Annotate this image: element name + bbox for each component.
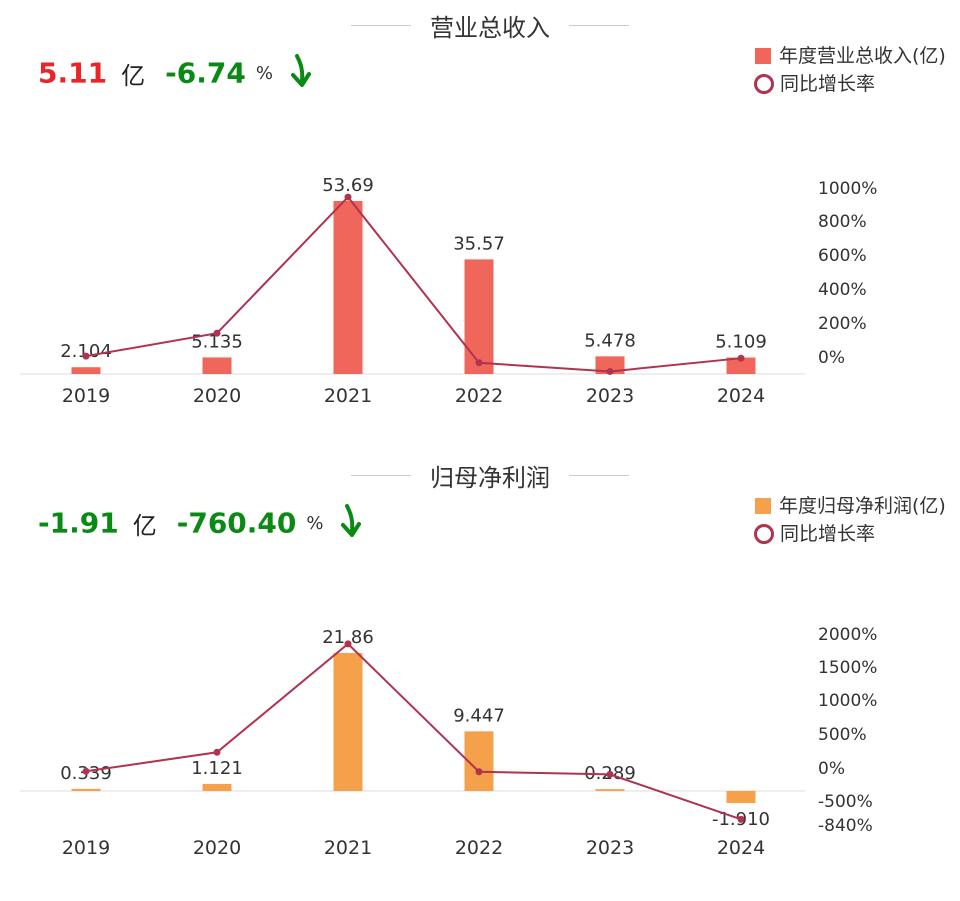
- bar[interactable]: [333, 653, 363, 791]
- x-tick-label: 2020: [193, 837, 241, 859]
- revenue-title-wrap: 营业总收入: [0, 8, 960, 43]
- y2-tick-label: 400%: [818, 280, 867, 300]
- growth-rate-point[interactable]: [737, 815, 745, 823]
- bar-value-label: 5.135: [191, 331, 243, 352]
- bar-value-label: 5.109: [715, 332, 767, 353]
- revenue-summary-unit: 亿: [121, 61, 146, 90]
- profit-summary-value: -1.91: [38, 506, 119, 540]
- revenue-chart: 1000% 800% 600% 400% 200% 0% 2.104 2019 5.135 202…: [20, 175, 877, 407]
- x-tick-label: 2020: [193, 385, 241, 407]
- growth-rate-line: [85, 195, 742, 373]
- revenue-panel: 营业总收入 5.11 亿 -6.74% 年度营业总收入(亿) 同比增长率 1000%…: [0, 0, 960, 440]
- bar[interactable]: [726, 791, 756, 804]
- revenue-summary-value: 5.11: [38, 56, 108, 90]
- y2-tick-label: 200%: [818, 314, 867, 334]
- growth-rate-point[interactable]: [213, 748, 221, 756]
- profit-summary-pct-sign: %: [306, 512, 324, 534]
- x-tick-label: 2021: [324, 837, 372, 859]
- growth-rate-point[interactable]: [606, 367, 614, 375]
- y2-tick-label: 800%: [818, 212, 867, 232]
- x-tick-label: 2022: [455, 385, 503, 407]
- bar-value-label: 21.86: [322, 627, 374, 648]
- bar[interactable]: [726, 357, 756, 374]
- revenue-summary-pct-sign: %: [255, 62, 273, 84]
- bar[interactable]: [464, 259, 494, 374]
- y2-tick-label: 0%: [818, 759, 845, 779]
- profit-legend: 年度归母净利润(亿) 同比增长率: [754, 492, 946, 548]
- bar[interactable]: [333, 201, 363, 374]
- bar[interactable]: [202, 357, 232, 374]
- growth-rate-point[interactable]: [82, 767, 90, 775]
- growth-rate-point[interactable]: [344, 640, 352, 648]
- legend-line-circle-icon: [754, 524, 774, 544]
- legend-bar-swatch: [755, 48, 771, 64]
- profit-summary-change: -760.40: [176, 506, 297, 540]
- growth-rate-point[interactable]: [475, 359, 483, 367]
- legend-bar-label: 年度归母净利润(亿): [779, 495, 946, 517]
- x-tick-label: 2023: [586, 837, 634, 859]
- bar[interactable]: [595, 356, 625, 374]
- revenue-title: 营业总收入: [430, 14, 550, 42]
- bar-value-label: 5.478: [584, 330, 636, 351]
- y2-tick-label: 500%: [818, 725, 867, 745]
- legend-bar-label: 年度营业总收入(亿): [779, 45, 946, 67]
- legend-item-line[interactable]: 同比增长率: [754, 520, 946, 548]
- bar-value-label: 2.104: [60, 341, 112, 362]
- legend-item-line[interactable]: 同比增长率: [754, 70, 946, 98]
- growth-rate-point[interactable]: [213, 329, 221, 337]
- x-tick-label: 2022: [455, 837, 503, 859]
- y2-tick-label: 1000%: [818, 179, 877, 199]
- x-tick-label: 2024: [717, 385, 765, 407]
- y2-tick-label: 1000%: [818, 691, 877, 711]
- growth-rate-point[interactable]: [475, 768, 483, 776]
- legend-line-label: 同比增长率: [780, 523, 876, 545]
- growth-rate-line: [85, 642, 742, 821]
- x-tick-label: 2024: [717, 837, 765, 859]
- y2-tick-label: 1500%: [818, 658, 877, 678]
- profit-panel: 归母净利润 -1.91 亿 -760.40% 年度归母净利润(亿) 同比增长率 20…: [0, 450, 960, 901]
- legend-item-bar[interactable]: 年度营业总收入(亿): [755, 42, 946, 70]
- y2-tick-label: 2000%: [818, 625, 877, 645]
- legend-line-label: 同比增长率: [780, 73, 876, 95]
- legend-line-circle-icon: [754, 74, 774, 94]
- bar[interactable]: [71, 367, 101, 374]
- profit-chart: 2000%1500%1000%500%0%-500%-840%0.3392019…: [20, 625, 877, 859]
- x-tick-label: 2019: [62, 385, 110, 407]
- profit-title: 归母净利润: [430, 464, 550, 492]
- title-line-left: [350, 25, 411, 26]
- x-tick-label: 2021: [324, 385, 372, 407]
- y2-tick-label: 600%: [818, 246, 867, 266]
- y2-tick-label: 0%: [818, 348, 845, 368]
- revenue-summary-change: -6.74: [165, 56, 246, 90]
- growth-rate-point[interactable]: [606, 770, 614, 778]
- y2-tick-label: -500%: [818, 792, 873, 812]
- bar-value-label: 53.69: [322, 175, 374, 196]
- x-tick-label: 2019: [62, 837, 110, 859]
- profit-summary-unit: 亿: [132, 511, 157, 540]
- title-line-left: [350, 475, 411, 476]
- title-line-right: [569, 25, 630, 26]
- bar[interactable]: [202, 783, 232, 791]
- growth-rate-point[interactable]: [82, 352, 90, 360]
- revenue-legend: 年度营业总收入(亿) 同比增长率: [754, 42, 946, 98]
- profit-title-wrap: 归母净利润: [0, 458, 960, 493]
- bar-value-label: 9.447: [453, 705, 505, 726]
- bar[interactable]: [595, 789, 625, 791]
- y2-tick-label: -840%: [818, 816, 873, 836]
- bar-value-label: 1.121: [191, 758, 243, 779]
- bar[interactable]: [71, 788, 101, 791]
- growth-rate-point[interactable]: [344, 193, 352, 201]
- bar-value-label: 35.57: [453, 233, 505, 254]
- revenue-summary: 5.11 亿 -6.74%: [38, 54, 311, 92]
- legend-item-bar[interactable]: 年度归母净利润(亿): [755, 492, 946, 520]
- down-arrow-icon: [339, 504, 362, 542]
- legend-bar-swatch: [755, 498, 771, 514]
- down-arrow-icon: [289, 54, 311, 92]
- growth-rate-point[interactable]: [737, 354, 745, 362]
- x-tick-label: 2023: [586, 385, 634, 407]
- title-line-right: [569, 475, 630, 476]
- profit-summary: -1.91 亿 -760.40%: [38, 504, 362, 542]
